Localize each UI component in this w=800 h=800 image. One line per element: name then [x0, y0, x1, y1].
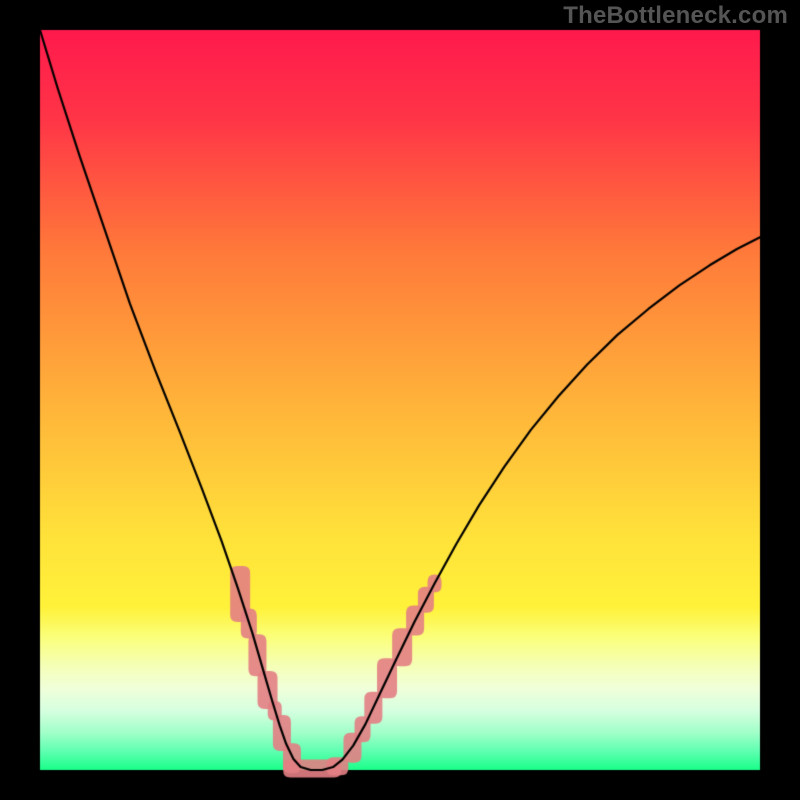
bottleneck-chart-canvas	[0, 0, 800, 800]
watermark-text: TheBottleneck.com	[563, 2, 788, 30]
chart-container: TheBottleneck.com	[0, 0, 800, 800]
